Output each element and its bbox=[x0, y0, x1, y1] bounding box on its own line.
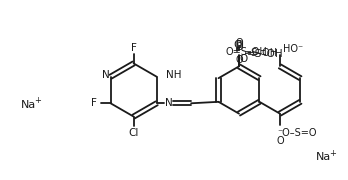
Text: +: + bbox=[34, 96, 41, 105]
Text: O: O bbox=[233, 40, 241, 50]
Text: +: + bbox=[330, 148, 337, 158]
Text: NH: NH bbox=[166, 70, 181, 80]
Text: O: O bbox=[240, 55, 248, 64]
Text: N: N bbox=[165, 98, 172, 108]
Text: F: F bbox=[131, 43, 136, 53]
Text: O: O bbox=[235, 40, 243, 50]
Text: O: O bbox=[276, 136, 284, 146]
Text: N: N bbox=[102, 70, 110, 80]
Text: =S–OH: =S–OH bbox=[244, 48, 278, 58]
Text: Na: Na bbox=[316, 152, 331, 162]
Text: HO⁻: HO⁻ bbox=[283, 44, 303, 54]
Text: F: F bbox=[91, 98, 97, 108]
Text: O: O bbox=[235, 55, 243, 66]
Text: ⁻O–S=O: ⁻O–S=O bbox=[277, 128, 316, 138]
Text: O=S–OH: O=S–OH bbox=[225, 47, 267, 57]
Text: Na: Na bbox=[21, 100, 35, 110]
Text: Cl: Cl bbox=[128, 128, 139, 138]
Text: O: O bbox=[235, 42, 243, 52]
Text: =S–OH: =S–OH bbox=[247, 49, 284, 58]
Text: O: O bbox=[235, 38, 243, 48]
